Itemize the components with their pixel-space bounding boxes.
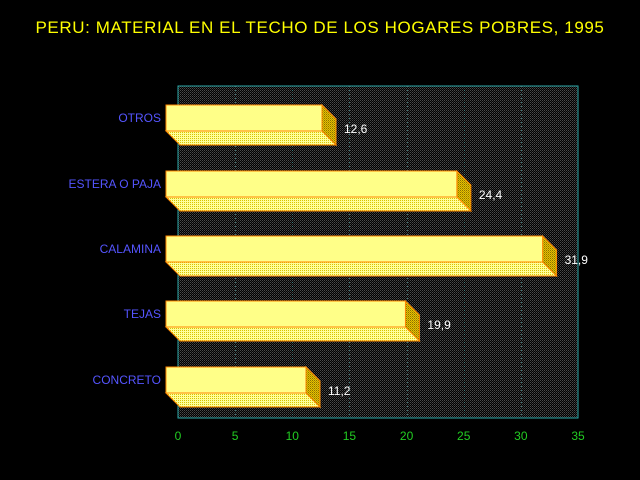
bar-front [165,104,323,132]
category-label-4: CONCRETO [93,373,161,387]
x-tick-label-25: 25 [457,429,471,443]
bar-front [165,366,307,394]
x-tick-label-10: 10 [286,429,300,443]
category-label-2: CALAMINA [100,242,161,256]
category-label-1: ESTERA O PAJA [69,177,161,191]
bar-bottom [164,130,338,146]
bar-concreto [164,365,322,409]
bar-otros [164,103,338,147]
value-label-0: 12,6 [344,122,368,136]
value-label-2: 31,9 [565,253,589,267]
chart-title: PERU: MATERIAL EN EL TECHO DE LOS HOGARE… [35,18,605,37]
x-tick-label-20: 20 [400,429,414,443]
bar-calamina [164,234,558,278]
value-label-3: 19,9 [427,318,451,332]
bar-tejas [164,299,421,343]
category-label-3: TEJAS [124,307,161,321]
value-label-4: 11,2 [328,384,351,398]
x-tick-label-35: 35 [571,429,585,443]
category-label-0: OTROS [118,111,161,125]
bar-bottom [164,326,421,342]
bar-front [165,170,458,198]
bar-bottom [164,392,322,408]
bar-front [165,235,544,263]
x-tick-label-30: 30 [514,429,528,443]
x-tick-label-15: 15 [343,429,357,443]
value-label-1: 24,4 [479,188,503,202]
x-tick-label-0: 0 [175,429,182,443]
bar-front [165,300,406,328]
bar-bottom [164,261,558,277]
bar-bottom [164,196,473,212]
x-tick-label-5: 5 [232,429,239,443]
bar-estera-o-paja [164,169,473,213]
